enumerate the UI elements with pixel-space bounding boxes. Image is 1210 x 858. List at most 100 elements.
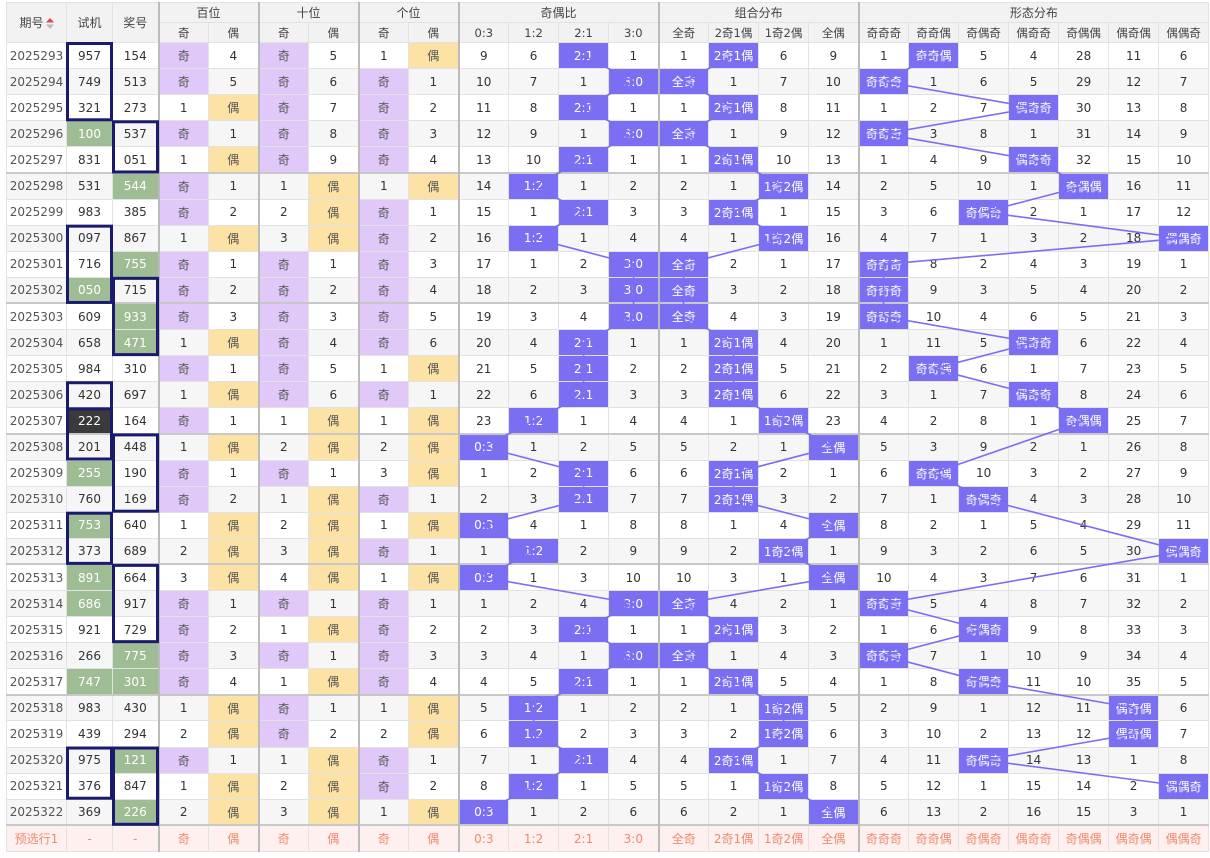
form-cell: 8 [1158, 94, 1210, 122]
forecast-option-cell[interactable]: 偶奇奇 [1008, 824, 1060, 852]
col-period-header[interactable]: 期号 [6, 2, 67, 43]
forecast-option-cell[interactable]: 偶偶奇 [1158, 824, 1210, 852]
combo-cell: 2奇1偶 [708, 94, 760, 122]
forecast-prize-cell[interactable]: - [112, 824, 159, 852]
forecast-option-cell[interactable]: 3:0 [608, 824, 660, 852]
ratio-cell: 1 [558, 171, 610, 200]
forecast-test-cell[interactable]: - [66, 824, 113, 852]
sort-arrows-icon[interactable] [45, 18, 54, 29]
ratio-cell: 3 [608, 720, 660, 748]
forecast-period-cell[interactable]: 预选行1 [6, 824, 67, 852]
form-cell: 2 [958, 720, 1010, 748]
forecast-option-cell[interactable]: 偶 [207, 824, 260, 852]
test-number-cell: 975 [66, 746, 113, 774]
form-cell: 1 [908, 381, 960, 409]
ratio-cell: 1:2 [508, 720, 560, 748]
digit-parity-cell: 偶 [408, 720, 460, 748]
forecast-option-cell[interactable]: 2奇1偶 [708, 824, 760, 852]
forecast-row[interactable]: 预选行1- - 奇偶奇偶奇偶 0:3 1:2 2:1 3:0 全奇 2奇1偶 1奇2偶 全偶 奇奇奇奇… [6, 824, 1210, 852]
combo-cell: 1 [708, 120, 760, 148]
digit-parity-cell: 3 [257, 224, 310, 252]
subheader-cell: 1奇2偶 [758, 22, 810, 43]
forecast-option-cell[interactable]: 奇 [257, 824, 310, 852]
form-cell: 21 [1108, 302, 1160, 331]
combo-cell: 2奇1偶 [708, 485, 760, 513]
form-cell: 奇偶偶 [1058, 171, 1110, 200]
form-cell: 10 [958, 171, 1010, 200]
digit-parity-cell: 偶 [207, 693, 260, 722]
forecast-option-cell[interactable]: 奇奇偶 [908, 824, 960, 852]
ratio-cell: 2 [558, 250, 610, 278]
combo-cell: 1 [657, 329, 710, 357]
subheader-cell: 偶 [207, 22, 260, 43]
digit-parity-cell: 奇 [157, 642, 209, 670]
forecast-option-cell[interactable]: 偶 [308, 824, 360, 852]
ratio-cell: 6 [608, 459, 660, 487]
ratio-cell: 1 [608, 41, 660, 70]
form-cell: 25 [1108, 407, 1160, 435]
form-cell: 奇奇奇 [857, 68, 910, 96]
digit-parity-cell: 偶 [408, 407, 460, 435]
combo-cell: 1 [657, 668, 710, 696]
subheader-cell: 1:2 [508, 22, 560, 43]
test-number-cell: 321 [66, 94, 113, 122]
ratio-cell: 8 [457, 772, 510, 800]
form-cell: 5 [1008, 68, 1060, 96]
prize-number-cell: 121 [112, 746, 159, 774]
form-cell: 6 [857, 798, 910, 826]
prize-number-cell: 154 [112, 41, 159, 70]
digit-parity-cell: 奇 [257, 355, 310, 383]
forecast-option-cell[interactable]: 1:2 [508, 824, 560, 852]
digit-parity-cell: 奇 [157, 276, 209, 304]
form-cell: 3 [1158, 616, 1210, 644]
digit-parity-cell: 奇 [257, 693, 310, 722]
combo-cell: 1 [708, 511, 760, 539]
digit-parity-cell: 7 [308, 94, 360, 122]
combo-cell: 6 [758, 381, 810, 409]
forecast-option-cell[interactable]: 全奇 [657, 824, 710, 852]
digit-parity-cell: 奇 [357, 381, 410, 409]
digit-parity-cell: 奇 [357, 485, 410, 513]
forecast-option-cell[interactable]: 偶奇偶 [1108, 824, 1160, 852]
combo-cell: 5 [758, 355, 810, 383]
forecast-option-cell[interactable]: 1奇2偶 [758, 824, 810, 852]
digit-parity-cell: 偶 [308, 563, 360, 591]
forecast-option-cell[interactable]: 0:3 [457, 824, 510, 852]
form-cell: 1 [857, 146, 910, 174]
digit-parity-cell: 奇 [357, 276, 410, 304]
forecast-option-cell[interactable]: 奇 [157, 824, 209, 852]
ratio-cell: 1 [608, 329, 660, 357]
forecast-option-cell[interactable]: 奇奇奇 [857, 824, 910, 852]
ratio-cell: 1:2 [508, 772, 560, 800]
ratio-cell: 5 [508, 355, 560, 383]
period-header-label[interactable]: 期号 [19, 16, 44, 30]
form-cell: 2 [857, 171, 910, 200]
digit-parity-cell: 奇 [257, 459, 310, 487]
forecast-option-cell[interactable]: 2:1 [558, 824, 610, 852]
forecast-option-cell[interactable]: 奇 [357, 824, 410, 852]
combo-cell: 23 [808, 407, 860, 435]
form-cell: 11 [1158, 511, 1210, 539]
combo-cell: 11 [808, 94, 860, 122]
table-row: 2025308 201 448 1 偶 2 偶 2 偶 0:3 1 2 5 5 2 1 全偶 5 3 9 2 1 26 8 [6, 432, 1210, 461]
ratio-cell: 15 [457, 198, 510, 226]
form-cell: 4 [958, 302, 1010, 331]
prize-number-cell: 640 [112, 511, 159, 539]
form-cell: 奇奇奇 [857, 120, 910, 148]
digit-parity-cell: 奇 [157, 459, 209, 487]
form-cell: 3 [1008, 459, 1060, 487]
col-shi-header: 十位 [257, 2, 360, 23]
digit-parity-cell: 1 [357, 798, 410, 826]
forecast-option-cell[interactable]: 偶 [408, 824, 460, 852]
digit-parity-cell: 2 [408, 94, 460, 122]
forecast-option-cell[interactable]: 全偶 [808, 824, 860, 852]
forecast-option-cell[interactable]: 奇偶偶 [1058, 824, 1110, 852]
forecast-option-cell[interactable]: 奇偶奇 [958, 824, 1010, 852]
combo-cell: 3 [657, 720, 710, 748]
digit-parity-cell: 偶 [408, 171, 460, 200]
digit-parity-cell: 偶 [308, 485, 360, 513]
digit-parity-cell: 奇 [257, 120, 310, 148]
combo-cell: 1 [708, 407, 760, 435]
prize-number-cell: 471 [112, 329, 159, 357]
form-cell: 1 [857, 668, 910, 696]
